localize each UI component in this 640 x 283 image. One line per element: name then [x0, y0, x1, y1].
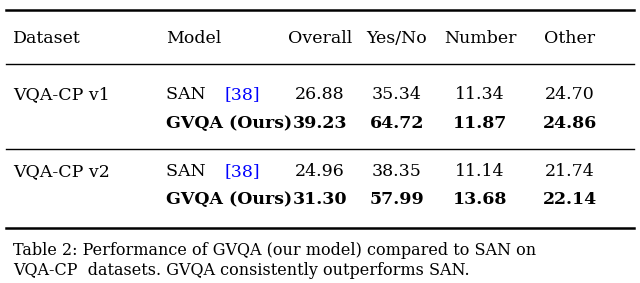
- Text: VQA-CP v2: VQA-CP v2: [13, 163, 109, 180]
- Text: 64.72: 64.72: [370, 115, 424, 132]
- Text: GVQA (Ours): GVQA (Ours): [166, 115, 292, 132]
- Text: Other: Other: [544, 30, 595, 47]
- Text: 22.14: 22.14: [543, 191, 596, 208]
- Text: 13.68: 13.68: [453, 191, 507, 208]
- Text: GVQA (Ours): GVQA (Ours): [166, 191, 292, 208]
- Text: 57.99: 57.99: [369, 191, 424, 208]
- Text: [38]: [38]: [225, 86, 260, 103]
- Text: Table 2: Performance of GVQA (our model) compared to SAN on: Table 2: Performance of GVQA (our model)…: [13, 242, 536, 259]
- Text: 39.23: 39.23: [292, 115, 348, 132]
- Text: Model: Model: [166, 30, 221, 47]
- Text: Number: Number: [444, 30, 516, 47]
- Text: 31.30: 31.30: [292, 191, 348, 208]
- Text: SAN: SAN: [166, 86, 212, 103]
- Text: 24.86: 24.86: [543, 115, 596, 132]
- Text: 26.88: 26.88: [295, 86, 345, 103]
- Text: 11.87: 11.87: [453, 115, 507, 132]
- Text: Dataset: Dataset: [13, 30, 81, 47]
- Text: 38.35: 38.35: [372, 163, 422, 180]
- Text: VQA-CP  datasets. GVQA consistently outperforms SAN.: VQA-CP datasets. GVQA consistently outpe…: [13, 262, 469, 279]
- Text: 11.14: 11.14: [455, 163, 505, 180]
- Text: 21.74: 21.74: [545, 163, 595, 180]
- Text: SAN: SAN: [166, 163, 212, 180]
- Text: [38]: [38]: [225, 163, 260, 180]
- Text: 35.34: 35.34: [372, 86, 422, 103]
- Text: Yes/No: Yes/No: [367, 30, 427, 47]
- Text: 24.70: 24.70: [545, 86, 595, 103]
- Text: VQA-CP v1: VQA-CP v1: [13, 86, 109, 103]
- Text: 11.34: 11.34: [455, 86, 505, 103]
- Text: Overall: Overall: [288, 30, 352, 47]
- Text: 24.96: 24.96: [295, 163, 345, 180]
